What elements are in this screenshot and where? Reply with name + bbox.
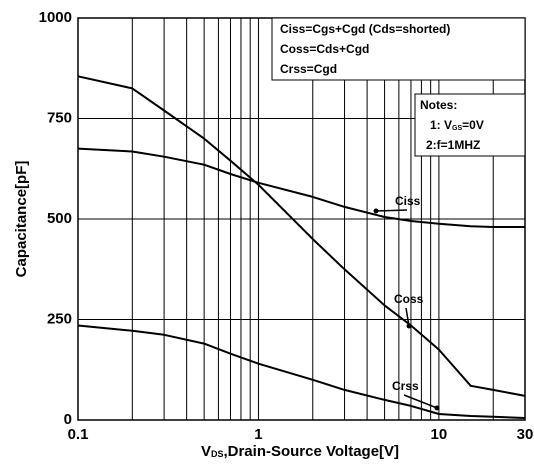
arrow-head	[406, 323, 412, 329]
arrow-head	[373, 208, 379, 214]
y-tick-label: 750	[47, 109, 72, 126]
y-tick-label: 0	[64, 411, 72, 428]
x-label-part: ,Drain-Source Voltage[V]	[223, 443, 399, 460]
y-tick-label: 1000	[39, 9, 72, 26]
series-line	[77, 147, 525, 228]
y-tick-label: 250	[47, 310, 72, 327]
curve-label: Ciss	[395, 194, 421, 208]
notes-line: 2:f=1MHZ	[426, 138, 480, 152]
arrow-head	[434, 405, 440, 411]
notes-line: 1: VGS=0V	[430, 118, 484, 132]
y-axis-label: Capacitance[pF]	[13, 161, 30, 278]
notes-sub: GS	[452, 125, 462, 132]
series-line	[77, 324, 526, 419]
series-line	[77, 75, 526, 397]
x-tick-label: 10	[431, 426, 448, 443]
x-label-sub: DS	[211, 449, 224, 459]
x-label-part: V	[201, 443, 211, 460]
legend-text: Ciss=Cgs+Cgd (Cds=shorted)	[280, 22, 450, 36]
x-tick-label: 0.1	[68, 426, 89, 443]
x-tick-label: 1	[254, 426, 262, 443]
label-arrow	[405, 307, 410, 327]
legend-text: Coss=Cds+Cgd	[280, 42, 369, 56]
notes-part: 1: V	[430, 118, 452, 132]
label-arrow	[403, 394, 438, 409]
notes-title: Notes:	[420, 98, 457, 112]
label-arrow	[375, 209, 408, 212]
curve-label: Coss	[394, 292, 424, 306]
legend-box	[271, 17, 526, 81]
legend-text: Crss=Cgd	[280, 62, 337, 76]
notes-box	[414, 93, 526, 157]
y-tick-label: 500	[47, 210, 72, 227]
notes-part: =0V	[462, 118, 484, 132]
curve-label: Crss	[392, 379, 419, 393]
x-axis-label: VDS,Drain-Source Voltage[V]	[201, 443, 399, 460]
x-tick-label: 30	[517, 426, 534, 443]
